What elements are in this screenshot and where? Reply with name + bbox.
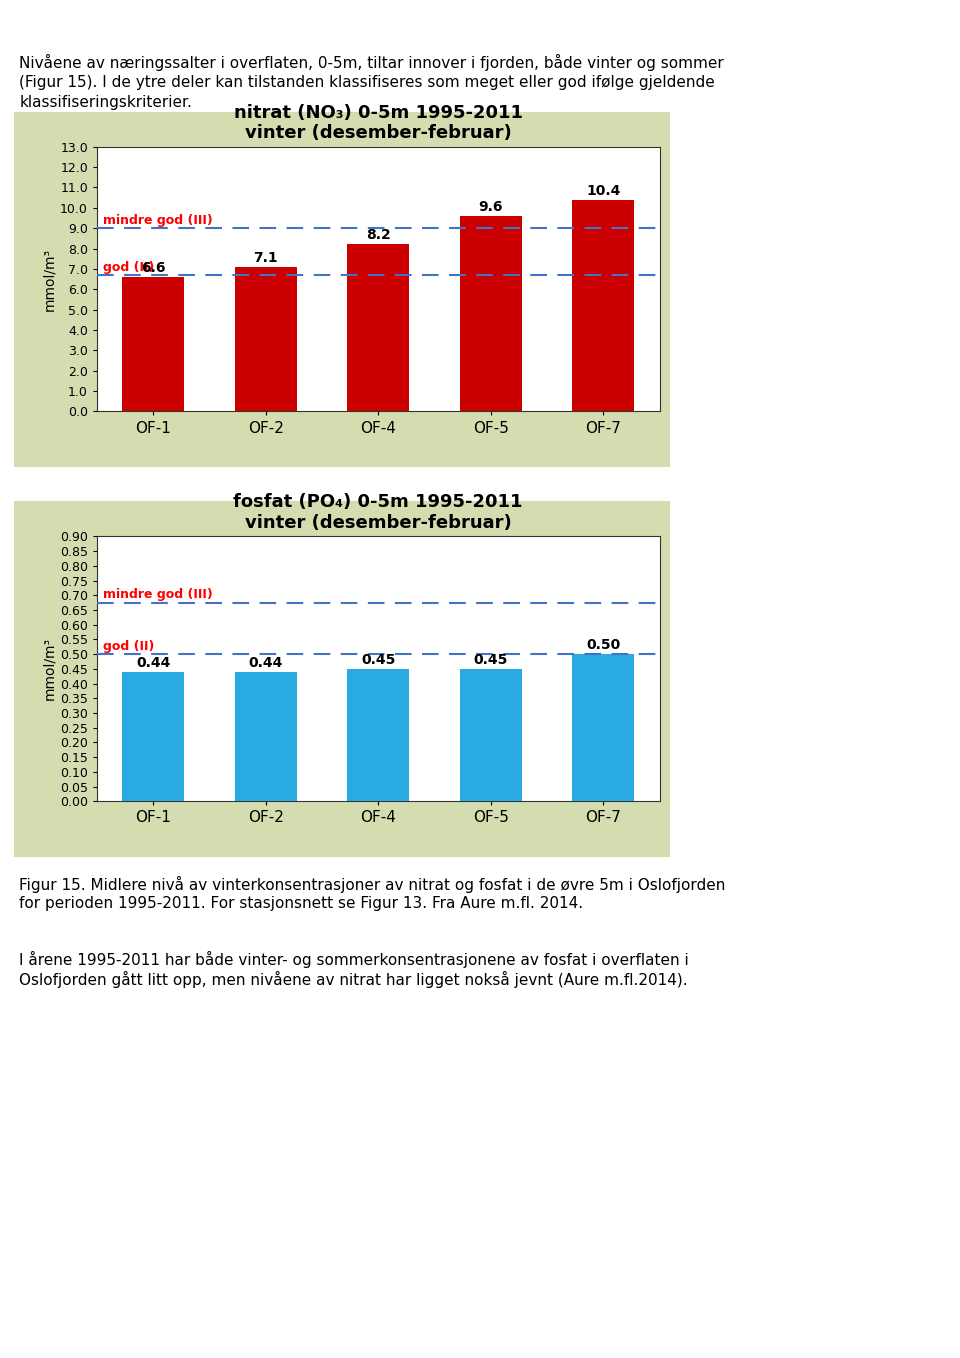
Text: I årene 1995-2011 har både vinter- og sommerkonsentrasjonene av fosfat i overfla: I årene 1995-2011 har både vinter- og so… (19, 951, 689, 968)
Text: god (II): god (II) (103, 640, 154, 653)
Bar (460, 669, 521, 801)
Text: 6.6: 6.6 (141, 261, 165, 274)
Bar (572, 655, 635, 801)
Text: (Figur 15). I de ytre deler kan tilstanden klassifiseres som meget eller god ifø: (Figur 15). I de ytre deler kan tilstand… (19, 75, 715, 90)
Text: god (II): god (II) (103, 261, 154, 274)
Bar (122, 672, 184, 801)
Text: Oslofjorden gått litt opp, men nivåene av nitrat har ligget nokså jevnt (Aure m.: Oslofjorden gått litt opp, men nivåene a… (19, 971, 687, 989)
Bar (235, 672, 297, 801)
Y-axis label: mmol/m³: mmol/m³ (42, 637, 56, 701)
Bar (348, 244, 409, 411)
Text: 0.45: 0.45 (473, 653, 508, 667)
Text: 9.6: 9.6 (478, 200, 503, 213)
Bar (572, 200, 635, 411)
Text: mindre god (III): mindre god (III) (103, 213, 212, 227)
Text: 0.44: 0.44 (249, 656, 283, 669)
Bar (460, 216, 521, 411)
Text: for perioden 1995-2011. For stasjonsnett se Figur 13. Fra Aure m.fl. 2014.: for perioden 1995-2011. For stasjonsnett… (19, 896, 584, 911)
Title: nitrat (NO₃) 0-5m 1995-2011
vinter (desember-februar): nitrat (NO₃) 0-5m 1995-2011 vinter (dese… (233, 103, 523, 143)
Text: Figur 15. Midlere nivå av vinterkonsentrasjoner av nitrat og fosfat i de øvre 5m: Figur 15. Midlere nivå av vinterkonsentr… (19, 876, 726, 894)
Text: klassifiseringskriterier.: klassifiseringskriterier. (19, 95, 192, 110)
Text: Nivåene av næringssalter i overflaten, 0-5m, tiltar innover i fjorden, både vint: Nivåene av næringssalter i overflaten, 0… (19, 54, 724, 72)
Bar (122, 277, 184, 411)
Y-axis label: mmol/m³: mmol/m³ (42, 247, 56, 311)
Title: fosfat (PO₄) 0-5m 1995-2011
vinter (desember-februar): fosfat (PO₄) 0-5m 1995-2011 vinter (dese… (233, 493, 523, 532)
Text: 0.44: 0.44 (136, 656, 171, 669)
Text: 7.1: 7.1 (253, 251, 278, 265)
Bar (348, 669, 409, 801)
Text: 0.45: 0.45 (361, 653, 396, 667)
Text: 0.50: 0.50 (587, 638, 620, 652)
Text: mindre god (III): mindre god (III) (103, 588, 212, 602)
Bar (235, 266, 297, 411)
Text: 8.2: 8.2 (366, 228, 391, 242)
Text: 10.4: 10.4 (586, 183, 620, 197)
